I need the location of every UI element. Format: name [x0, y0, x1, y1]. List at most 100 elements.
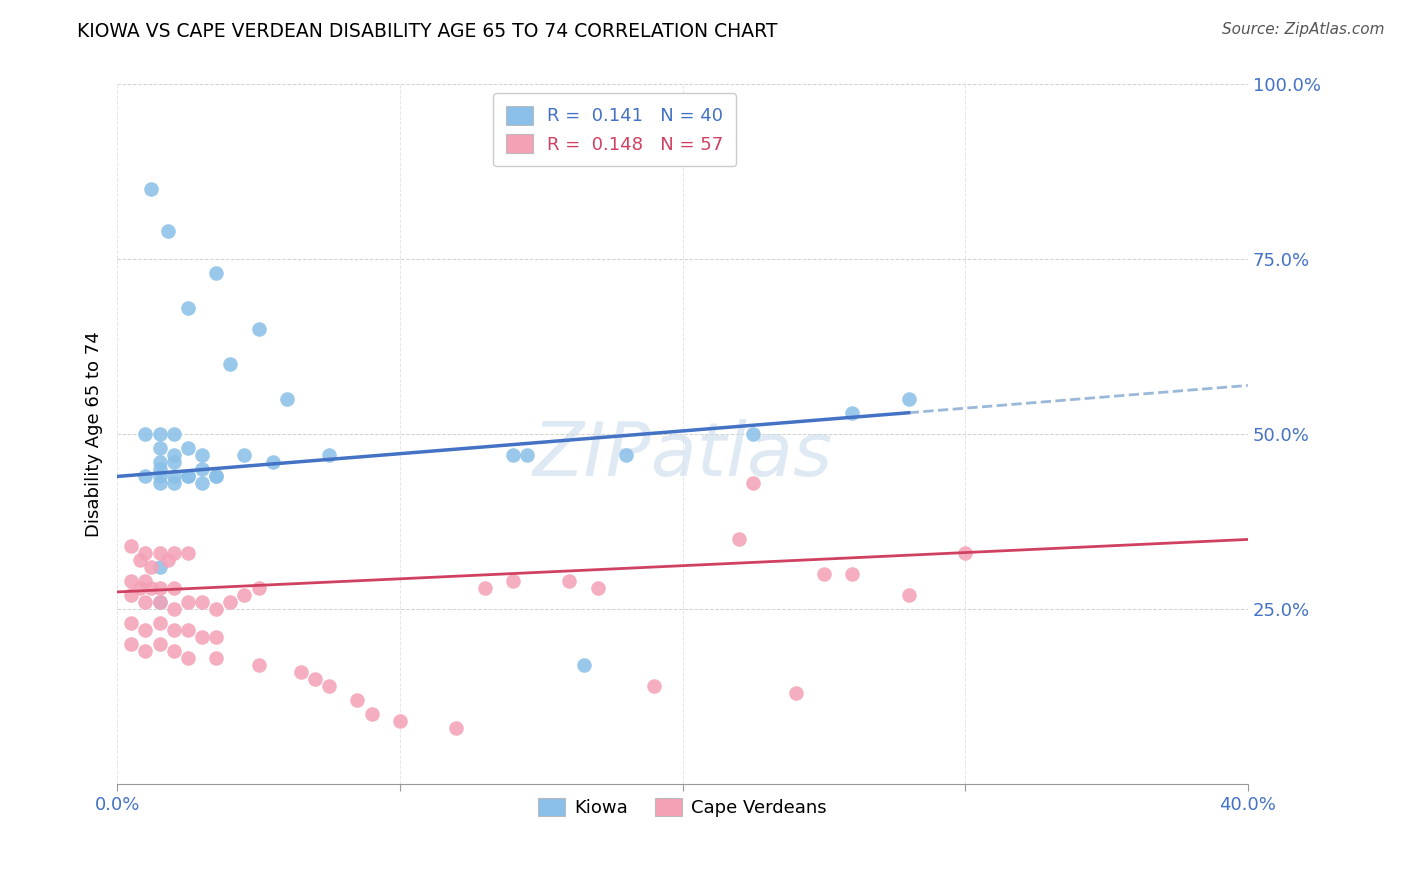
Point	[742, 476, 765, 491]
Point	[205, 631, 228, 645]
Text: KIOWA VS CAPE VERDEAN DISABILITY AGE 65 TO 74 CORRELATION CHART: KIOWA VS CAPE VERDEAN DISABILITY AGE 65 …	[77, 22, 778, 41]
Point	[134, 427, 156, 442]
Point	[128, 553, 150, 567]
Point	[163, 469, 186, 483]
Point	[219, 358, 242, 372]
Point	[360, 707, 382, 722]
Point	[134, 624, 156, 638]
Point	[149, 637, 172, 651]
Point	[318, 449, 340, 463]
Point	[219, 595, 242, 609]
Point	[205, 602, 228, 616]
Point	[643, 680, 665, 694]
Point	[139, 560, 162, 574]
Point	[120, 540, 142, 554]
Point	[177, 651, 200, 665]
Point	[205, 267, 228, 281]
Point	[177, 442, 200, 456]
Point	[247, 658, 270, 673]
Point	[163, 476, 186, 491]
Point	[346, 693, 368, 707]
Point	[177, 469, 200, 483]
Point	[177, 469, 200, 483]
Point	[149, 427, 172, 442]
Point	[149, 595, 172, 609]
Point	[614, 449, 637, 463]
Point	[139, 182, 162, 196]
Point	[276, 392, 298, 407]
Point	[157, 553, 180, 567]
Text: ZIPatlas: ZIPatlas	[533, 419, 832, 491]
Point	[516, 449, 538, 463]
Point	[134, 644, 156, 658]
Point	[841, 567, 863, 582]
Point	[149, 595, 172, 609]
Point	[841, 406, 863, 420]
Point	[163, 644, 186, 658]
Point	[149, 455, 172, 469]
Point	[177, 624, 200, 638]
Point	[262, 455, 284, 469]
Point	[318, 680, 340, 694]
Point	[474, 582, 496, 596]
Point	[558, 574, 581, 589]
Point	[163, 449, 186, 463]
Point	[149, 469, 172, 483]
Point	[177, 301, 200, 316]
Point	[120, 589, 142, 603]
Point	[157, 224, 180, 238]
Point	[149, 462, 172, 476]
Point	[290, 665, 312, 680]
Y-axis label: Disability Age 65 to 74: Disability Age 65 to 74	[86, 332, 103, 537]
Point	[163, 582, 186, 596]
Point	[586, 582, 609, 596]
Point	[572, 658, 595, 673]
Point	[897, 589, 920, 603]
Point	[134, 546, 156, 560]
Point	[446, 722, 468, 736]
Point	[953, 546, 976, 560]
Point	[149, 476, 172, 491]
Point	[502, 574, 524, 589]
Text: Source: ZipAtlas.com: Source: ZipAtlas.com	[1222, 22, 1385, 37]
Point	[742, 427, 765, 442]
Point	[163, 602, 186, 616]
Point	[191, 462, 214, 476]
Point	[191, 631, 214, 645]
Point	[247, 322, 270, 336]
Point	[128, 582, 150, 596]
Point	[191, 449, 214, 463]
Point	[177, 546, 200, 560]
Point	[502, 449, 524, 463]
Point	[191, 595, 214, 609]
Point	[163, 427, 186, 442]
Point	[120, 616, 142, 631]
Point	[233, 449, 256, 463]
Point	[247, 582, 270, 596]
Point	[120, 637, 142, 651]
Point	[163, 546, 186, 560]
Point	[233, 589, 256, 603]
Point	[191, 476, 214, 491]
Point	[304, 673, 326, 687]
Point	[177, 595, 200, 609]
Point	[149, 546, 172, 560]
Point	[205, 469, 228, 483]
Point	[149, 442, 172, 456]
Point	[134, 469, 156, 483]
Point	[163, 455, 186, 469]
Point	[205, 469, 228, 483]
Point	[149, 616, 172, 631]
Point	[388, 714, 411, 729]
Point	[139, 582, 162, 596]
Point	[163, 624, 186, 638]
Point	[149, 582, 172, 596]
Point	[728, 533, 751, 547]
Point	[813, 567, 835, 582]
Point	[120, 574, 142, 589]
Point	[785, 686, 807, 700]
Legend: Kiowa, Cape Verdeans: Kiowa, Cape Verdeans	[531, 790, 834, 824]
Point	[134, 595, 156, 609]
Point	[205, 651, 228, 665]
Point	[149, 560, 172, 574]
